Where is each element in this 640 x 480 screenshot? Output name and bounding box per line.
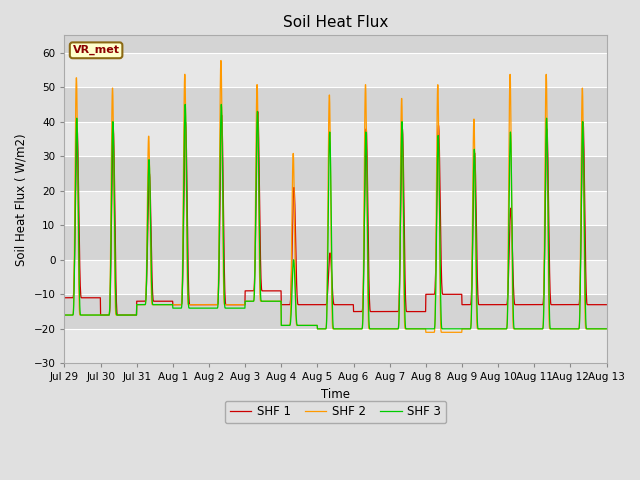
SHF 3 <box>570 326 578 332</box>
SHF 3 <box>314 326 321 332</box>
SHF 3 <box>602 326 610 332</box>
SHF 1 <box>555 302 563 308</box>
SHF 1 <box>97 312 104 318</box>
SHF 2 <box>493 326 501 332</box>
SHF 3 <box>493 326 501 332</box>
Bar <box>65 53 607 87</box>
SHF 2 <box>217 58 225 63</box>
SHF 2 <box>351 326 359 332</box>
SHF 3 <box>555 326 563 332</box>
SHF 3 <box>364 193 371 199</box>
Bar <box>65 329 607 363</box>
SHF 1 <box>364 153 371 159</box>
Text: VR_met: VR_met <box>72 45 120 56</box>
X-axis label: Time: Time <box>321 388 350 401</box>
SHF 2 <box>570 326 578 332</box>
SHF 2 <box>555 326 563 332</box>
SHF 1 <box>570 302 578 308</box>
SHF 2 <box>212 302 220 308</box>
SHF 1 <box>212 302 220 308</box>
Y-axis label: Soil Heat Flux ( W/m2): Soil Heat Flux ( W/m2) <box>15 133 28 265</box>
SHF 2 <box>602 326 610 332</box>
SHF 2 <box>422 329 429 335</box>
SHF 1 <box>493 302 501 308</box>
SHF 3 <box>351 326 359 332</box>
Legend: SHF 1, SHF 2, SHF 3: SHF 1, SHF 2, SHF 3 <box>225 401 446 423</box>
SHF 1 <box>351 309 359 314</box>
SHF 1 <box>254 109 262 115</box>
SHF 1 <box>602 302 610 308</box>
SHF 1 <box>61 295 68 300</box>
SHF 3 <box>181 102 189 108</box>
Bar <box>65 260 607 294</box>
SHF 3 <box>212 305 220 311</box>
Line: SHF 2: SHF 2 <box>65 60 606 332</box>
Bar <box>65 191 607 225</box>
SHF 3 <box>61 312 68 318</box>
Line: SHF 1: SHF 1 <box>65 112 606 315</box>
Line: SHF 3: SHF 3 <box>65 105 606 329</box>
Bar <box>65 121 607 156</box>
Title: Soil Heat Flux: Soil Heat Flux <box>283 15 388 30</box>
SHF 2 <box>61 312 68 318</box>
SHF 2 <box>363 188 371 193</box>
